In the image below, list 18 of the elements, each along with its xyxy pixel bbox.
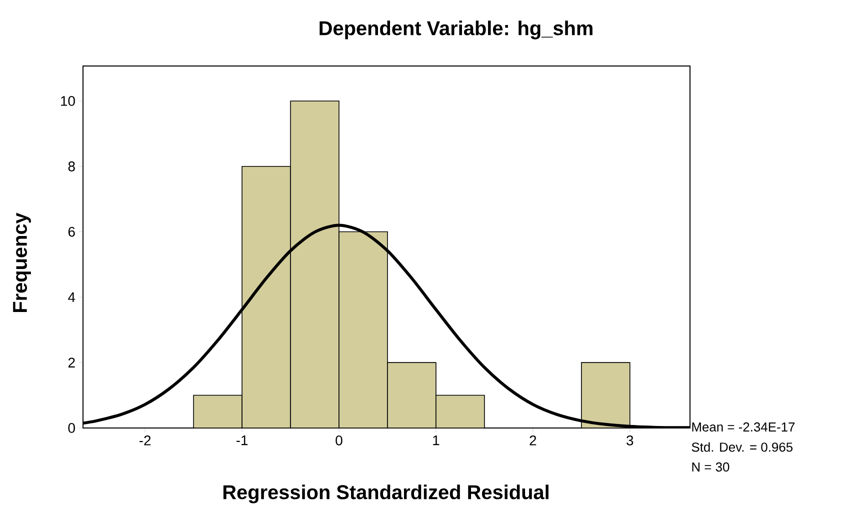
y-tick-label: 8 — [68, 161, 75, 172]
text: Std. Dev. = 0.965 — [692, 442, 793, 452]
y-tick-label: 10 — [61, 96, 75, 106]
x-tick-label: 0 — [336, 435, 342, 446]
y-tick-label: 2 — [68, 358, 75, 368]
text: Mean = -2.34E-17 — [692, 422, 795, 432]
text: N = 30 — [692, 462, 730, 472]
x-tick-label: -1 — [236, 436, 248, 446]
x-tick-label: 1 — [433, 436, 440, 446]
chart-title: Dependent Variable: hg_shm — [320, 20, 592, 40]
y-tick-label: 4 — [68, 292, 76, 302]
x-axis-title: Regression Standardized Residual — [223, 484, 548, 504]
x-tick-label: 2 — [530, 435, 536, 446]
x-tick-label: 3 — [626, 435, 634, 446]
y-tick-label: 6 — [68, 226, 75, 237]
x-tick-label: -2 — [139, 435, 151, 446]
y-axis-title: Frequency — [13, 212, 31, 312]
y-tick-label: 0 — [68, 423, 75, 433]
